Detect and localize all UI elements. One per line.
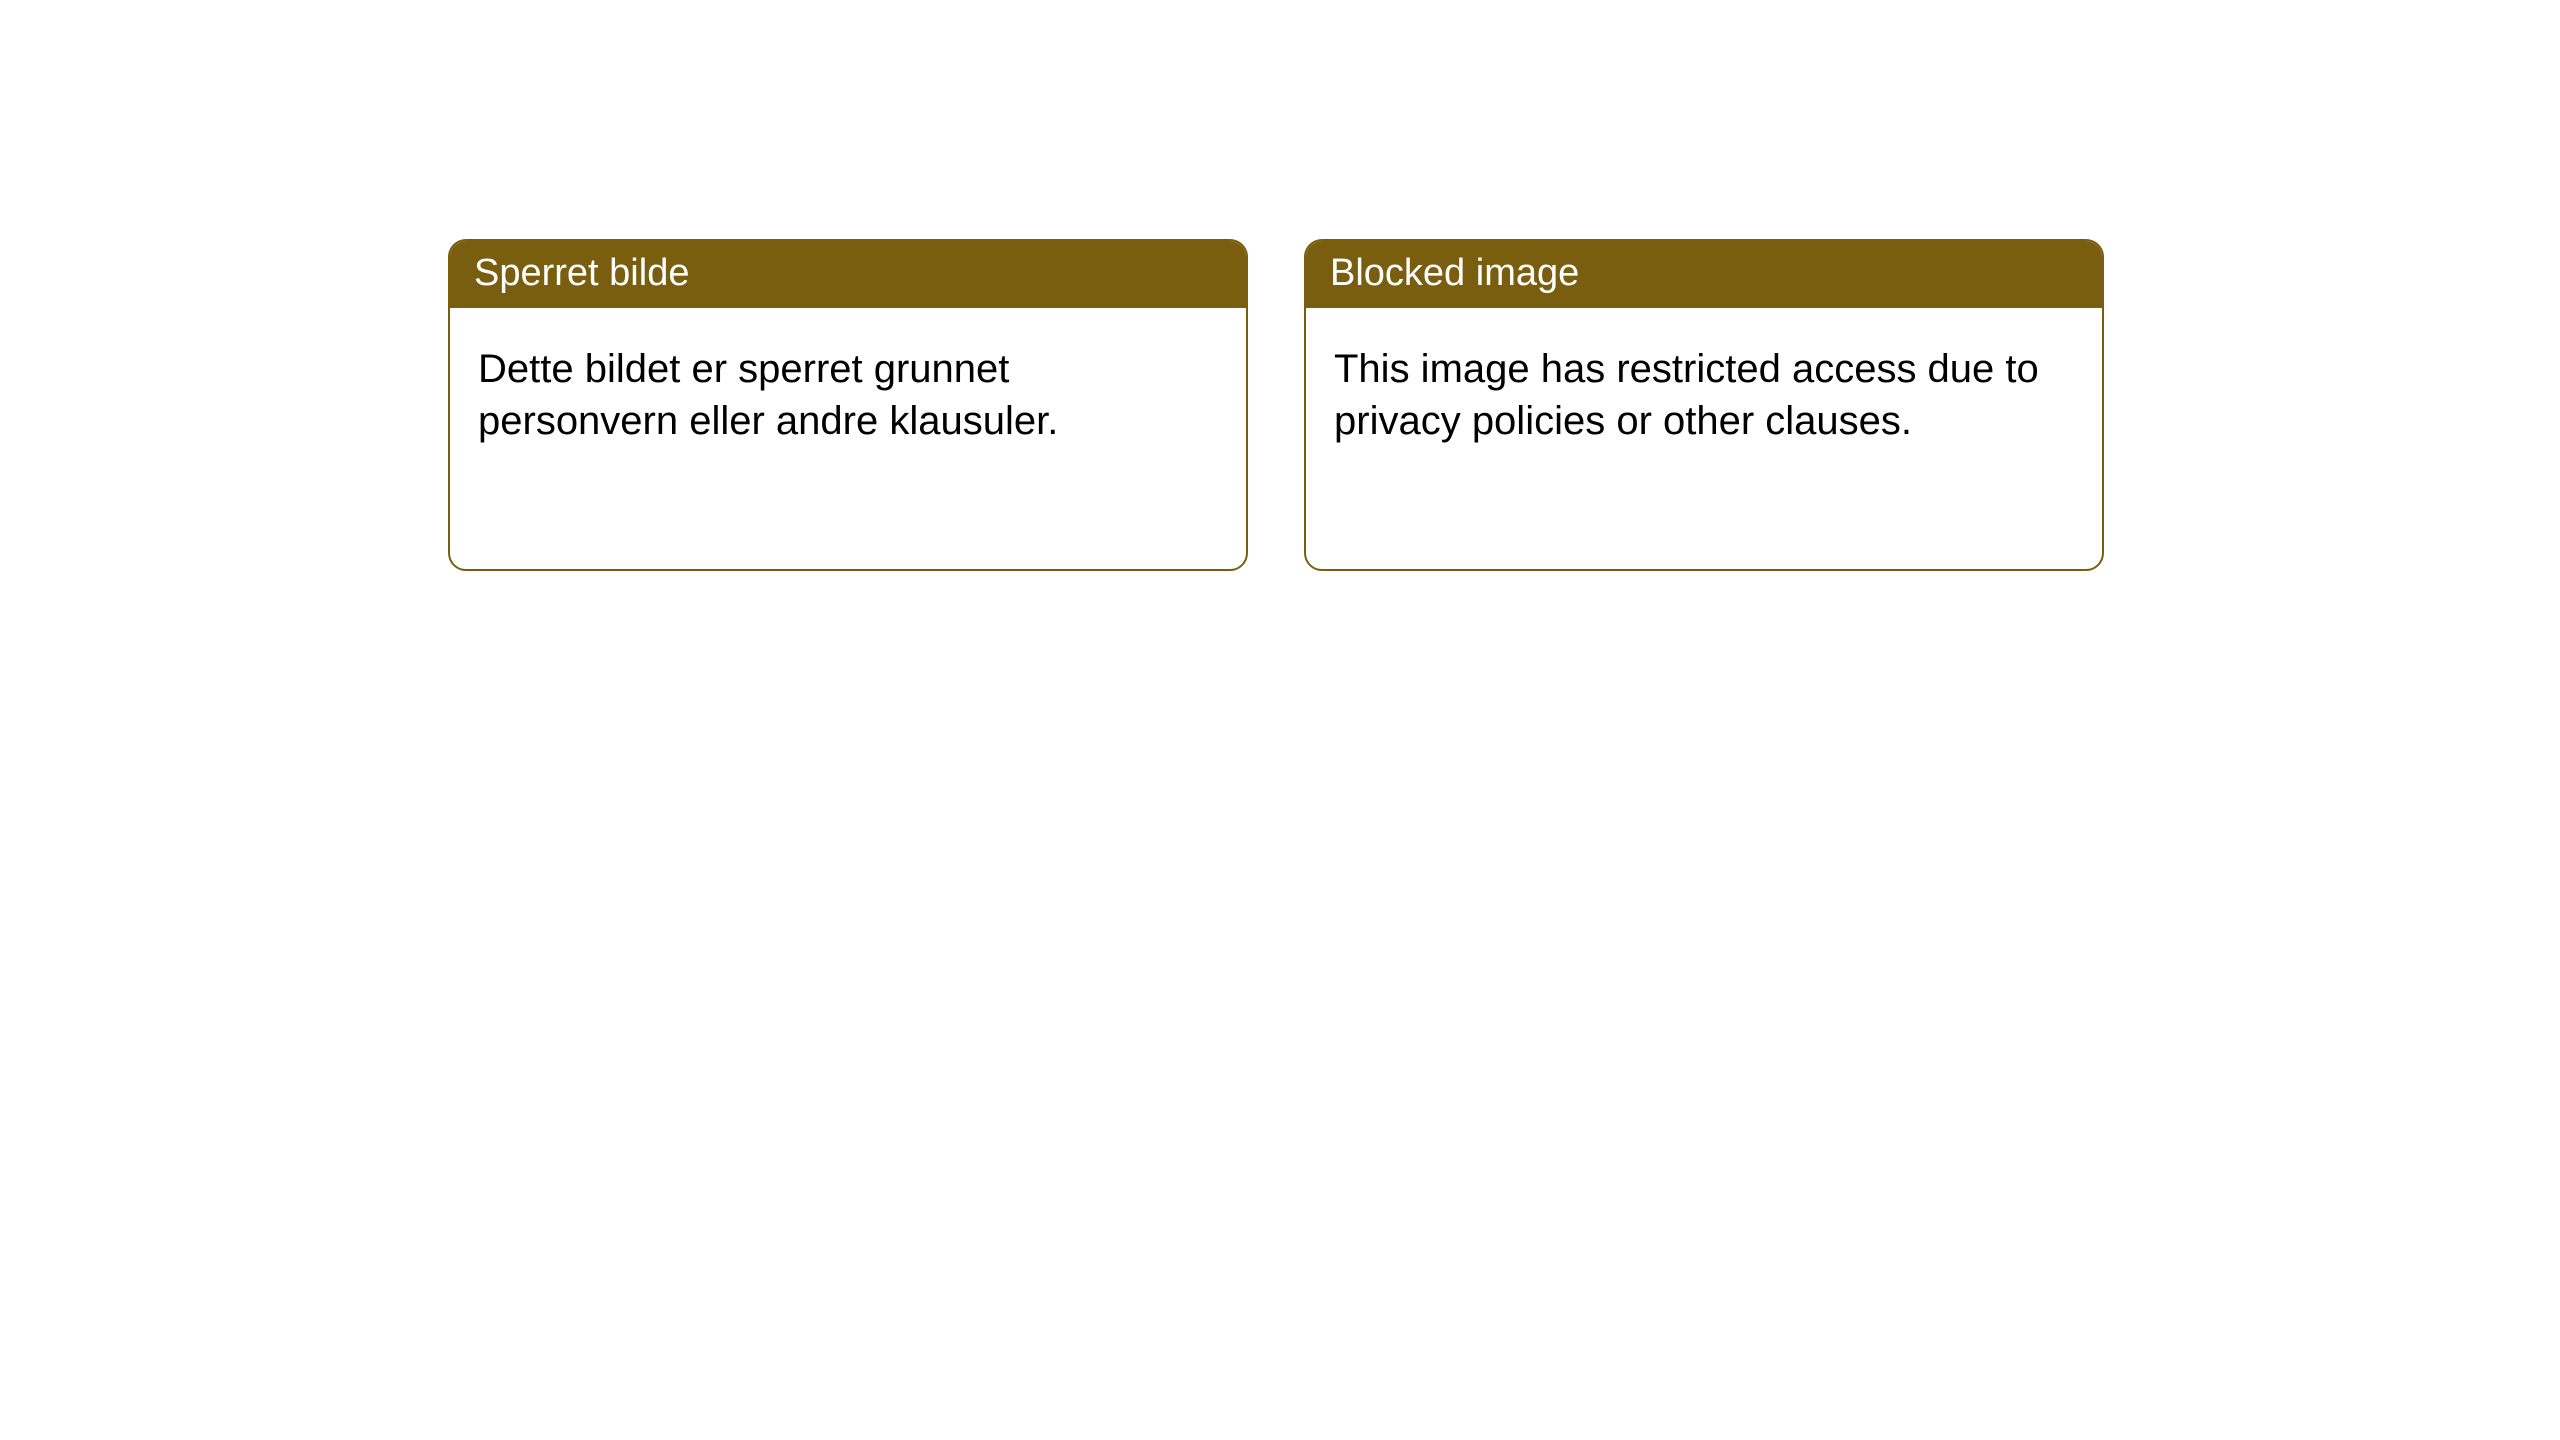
- notice-body-no: Dette bildet er sperret grunnet personve…: [450, 308, 1246, 482]
- notice-header-en: Blocked image: [1306, 241, 2102, 308]
- notice-body-en: This image has restricted access due to …: [1306, 308, 2102, 482]
- notice-card-no: Sperret bilde Dette bildet er sperret gr…: [448, 239, 1248, 571]
- notice-container: Sperret bilde Dette bildet er sperret gr…: [0, 0, 2560, 571]
- notice-card-en: Blocked image This image has restricted …: [1304, 239, 2104, 571]
- notice-header-no: Sperret bilde: [450, 241, 1246, 308]
